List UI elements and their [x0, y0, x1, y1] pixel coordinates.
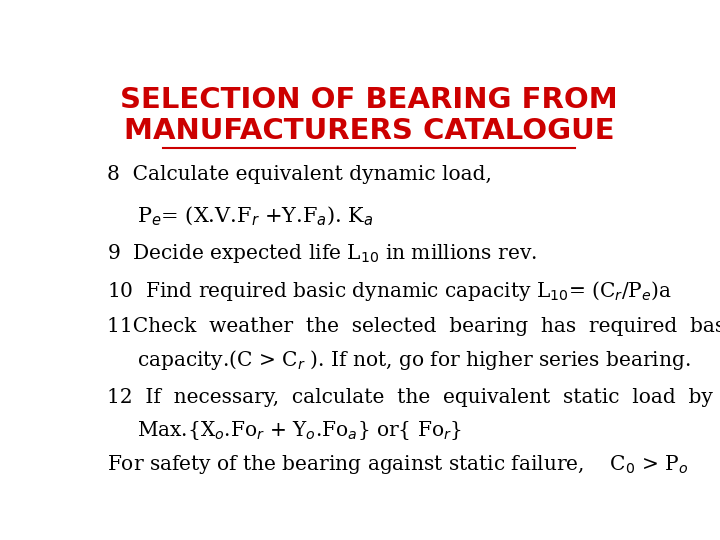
Text: 11Check  weather  the  selected  bearing  has  required  basic  dynamic: 11Check weather the selected bearing has… [107, 318, 720, 336]
Text: MANUFACTURERS CATALOGUE: MANUFACTURERS CATALOGUE [124, 117, 614, 145]
Text: 9  Decide expected life L$_{10}$ in millions rev.: 9 Decide expected life L$_{10}$ in milli… [107, 242, 537, 266]
Text: Max.{X$_o$.Fo$_r$ + Y$_o$.Fo$_a$} or{ Fo$_r$}: Max.{X$_o$.Fo$_r$ + Y$_o$.Fo$_a$} or{ Fo… [138, 419, 462, 442]
Text: 10  Find required basic dynamic capacity L$_{10}$= (C$_r$/P$_e$)a: 10 Find required basic dynamic capacity … [107, 279, 672, 303]
Text: P$_e$= (X.V.F$_r$ +Y.F$_a$). K$_a$: P$_e$= (X.V.F$_r$ +Y.F$_a$). K$_a$ [138, 205, 374, 228]
Text: SELECTION OF BEARING FROM: SELECTION OF BEARING FROM [120, 86, 618, 114]
Text: capacity.(C > C$_r$ ). If not, go for higher series bearing.: capacity.(C > C$_r$ ). If not, go for hi… [138, 348, 691, 372]
Text: For safety of the bearing against static failure,    C$_0$ > P$_o$: For safety of the bearing against static… [107, 453, 688, 476]
Text: 12  If  necessary,  calculate  the  equivalent  static  load  by  using,  Po=: 12 If necessary, calculate the equivalen… [107, 388, 720, 407]
Text: 8  Calculate equivalent dynamic load,: 8 Calculate equivalent dynamic load, [107, 165, 492, 185]
